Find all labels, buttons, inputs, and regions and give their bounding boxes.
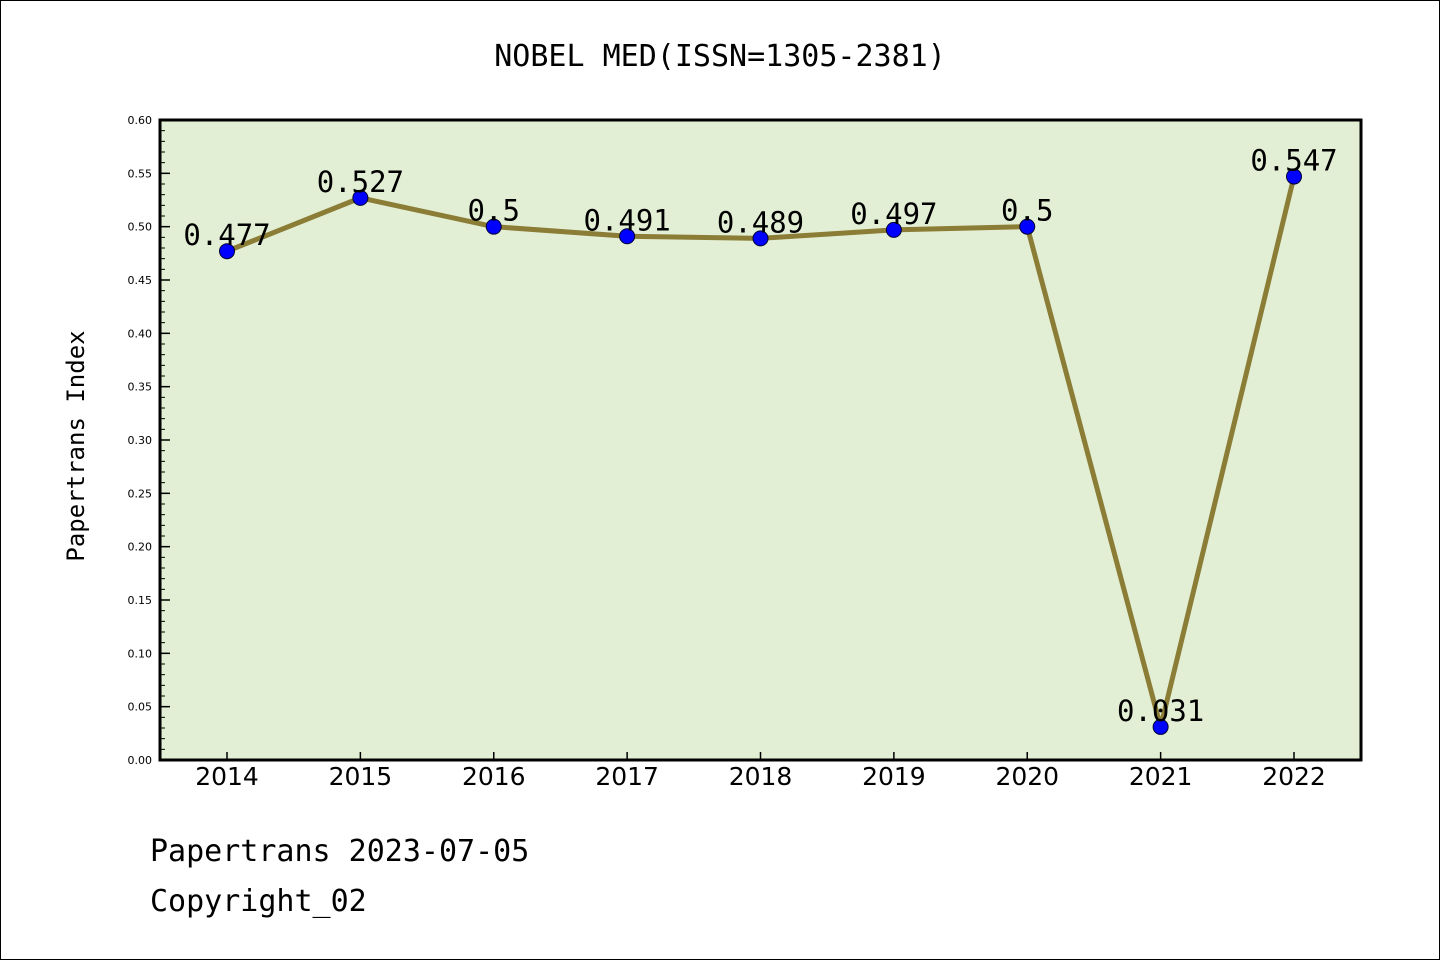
- data-point-2017: [619, 228, 636, 245]
- data-point-2014: [219, 243, 235, 260]
- data-label-2022: 0.547: [1250, 144, 1337, 178]
- y-tick-label: 0.15: [128, 594, 153, 607]
- data-label-2015: 0.527: [317, 165, 404, 199]
- data-point-2020: [1019, 218, 1036, 235]
- x-tick-label: 2015: [329, 762, 393, 791]
- chart-title: NOBEL MED(ISSN=1305-2381): [494, 39, 946, 74]
- data-point-2015: [352, 189, 369, 206]
- data-label-2020: 0.5: [1001, 194, 1053, 228]
- data-label-2018: 0.489: [717, 205, 804, 239]
- x-tick-label: 2020: [995, 762, 1059, 791]
- y-tick-label: 0.00: [128, 754, 153, 767]
- data-point-2019: [885, 221, 902, 238]
- footer-date: Papertrans 2023-07-05: [150, 834, 530, 869]
- data-point-2022: [1286, 168, 1302, 185]
- data-point-2016: [485, 218, 502, 235]
- x-tick-label: 2018: [729, 762, 793, 791]
- x-tick-label: 2017: [595, 762, 659, 791]
- y-tick-label: 0.05: [128, 701, 153, 714]
- data-label-2014: 0.477: [183, 218, 270, 252]
- y-tick-label: 0.35: [128, 381, 153, 394]
- x-tick-label: 2019: [862, 762, 926, 791]
- y-tick-label: 0.40: [128, 327, 153, 340]
- x-tick-label: 2016: [462, 762, 526, 791]
- y-tick-label: 0.20: [128, 541, 153, 554]
- y-tick-label: 0.25: [128, 487, 153, 500]
- y-tick-label: 0.10: [128, 647, 153, 660]
- y-tick-label: 0.50: [128, 221, 153, 234]
- data-point-2018: [752, 230, 769, 247]
- y-axis-label: Papertrans Index: [62, 330, 90, 561]
- y-tick-label: 0.30: [128, 434, 153, 447]
- data-label-2017: 0.491: [583, 203, 670, 237]
- plot-area: [158, 118, 1363, 762]
- x-tick-label: 2021: [1129, 762, 1193, 791]
- y-tick-label: 0.55: [128, 167, 153, 180]
- data-point-2021: [1152, 718, 1169, 735]
- y-tick-label: 0.45: [128, 274, 153, 287]
- data-label-2021: 0.031: [1117, 694, 1204, 728]
- x-tick-label: 2014: [195, 762, 259, 791]
- x-tick-label: 2022: [1262, 762, 1326, 791]
- data-label-2019: 0.497: [850, 197, 937, 231]
- data-label-2016: 0.5: [468, 194, 520, 228]
- y-tick-label: 0.60: [128, 114, 153, 127]
- footer-copyright: Copyright_02: [150, 884, 367, 919]
